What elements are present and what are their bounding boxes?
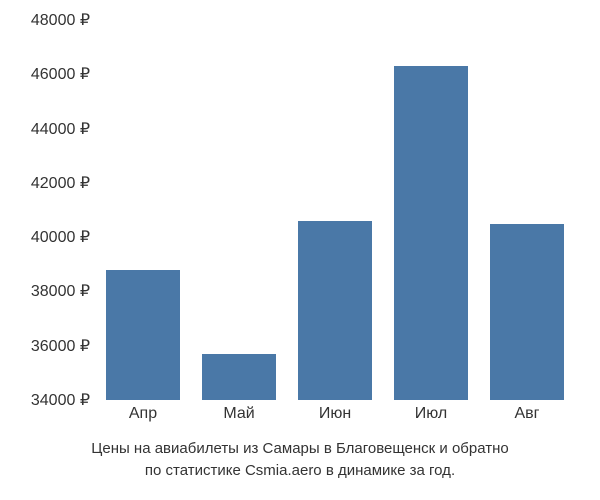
bar — [490, 224, 565, 400]
price-bar-chart: Цены на авиабилеты из Самары в Благовеще… — [0, 0, 600, 500]
bar — [394, 66, 469, 400]
y-tick-label: 48000 ₽ — [31, 10, 90, 30]
bar — [202, 354, 277, 400]
x-tick-label: Авг — [514, 405, 539, 423]
bar — [106, 270, 181, 400]
y-tick-label: 38000 ₽ — [31, 281, 90, 301]
bar — [298, 221, 373, 400]
chart-caption: Цены на авиабилеты из Самары в Благовеще… — [0, 438, 600, 482]
y-tick-label: 46000 ₽ — [31, 64, 90, 84]
caption-line-2: по статистике Csmia.aero в динамике за г… — [145, 462, 455, 479]
y-tick-label: 34000 ₽ — [31, 390, 90, 410]
x-tick-label: Июн — [319, 405, 351, 423]
x-tick-label: Июл — [415, 405, 447, 423]
y-tick-label: 42000 ₽ — [31, 173, 90, 193]
x-tick-label: Апр — [129, 405, 157, 423]
y-tick-label: 44000 ₽ — [31, 119, 90, 139]
caption-line-1: Цены на авиабилеты из Самары в Благовеще… — [91, 440, 509, 457]
y-tick-label: 36000 ₽ — [31, 336, 90, 356]
x-tick-label: Май — [223, 405, 254, 423]
y-tick-label: 40000 ₽ — [31, 227, 90, 247]
plot-area — [95, 20, 575, 400]
